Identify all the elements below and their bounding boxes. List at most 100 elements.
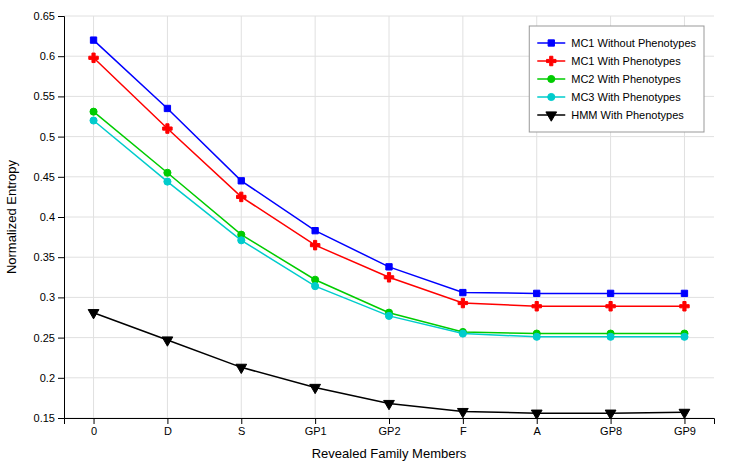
y-tick: 0.55 bbox=[34, 90, 64, 102]
x-tick: GP9 bbox=[674, 418, 696, 437]
point-marker bbox=[458, 298, 467, 307]
y-tick-mark bbox=[58, 257, 64, 258]
grid-line-x bbox=[93, 16, 94, 418]
legend-label: MC1 With Phenotypes bbox=[571, 55, 681, 67]
x-tick: S bbox=[238, 418, 245, 437]
x-axis-title: Revealed Family Members bbox=[312, 446, 467, 461]
y-tick-mark bbox=[58, 177, 64, 178]
legend-label: MC3 With Phenotypes bbox=[571, 91, 681, 103]
legend-box bbox=[529, 26, 704, 132]
x-axis-line bbox=[65, 419, 715, 425]
y-axis-title: Normalized Entropy bbox=[4, 159, 19, 274]
point-marker bbox=[162, 337, 173, 346]
x-tick-mark bbox=[315, 418, 316, 424]
x-tick-mark bbox=[389, 418, 390, 424]
y-axis: 0.150.20.250.30.350.40.450.50.550.60.65 bbox=[34, 10, 65, 424]
y-tick: 0.35 bbox=[34, 251, 64, 263]
y-tick: 0.4 bbox=[40, 211, 64, 223]
legend-label: MC2 With Phenotypes bbox=[571, 73, 681, 85]
series-markers bbox=[90, 37, 687, 297]
grid-line-x bbox=[167, 16, 168, 418]
legend-marker bbox=[546, 112, 557, 121]
legend-item: MC2 With Phenotypes bbox=[537, 73, 681, 85]
y-tick-mark bbox=[58, 137, 64, 138]
series-line bbox=[94, 121, 685, 337]
point-marker bbox=[457, 408, 468, 417]
legend-item: MC3 With Phenotypes bbox=[537, 91, 681, 103]
y-tick: 0.2 bbox=[40, 372, 64, 384]
y-tick-mark bbox=[58, 297, 64, 298]
y-tick: 0.15 bbox=[34, 412, 64, 424]
y-tick: 0.45 bbox=[34, 171, 64, 183]
legend-item: MC1 Without Phenotypes bbox=[537, 37, 696, 49]
x-axis: 0 D S GP1 GP2 F A GP8 GP9 bbox=[65, 418, 715, 437]
legend: MC1 Without Phenotypes MC1 With Phenotype… bbox=[529, 26, 704, 132]
point-marker bbox=[90, 108, 97, 115]
point-marker bbox=[90, 117, 97, 124]
point-marker bbox=[238, 237, 245, 244]
grid-line-x bbox=[241, 16, 242, 418]
y-tick-label: 0.65 bbox=[34, 10, 55, 22]
x-tick-label: F bbox=[460, 425, 467, 437]
x-tick: F bbox=[460, 418, 467, 437]
point-marker bbox=[531, 410, 542, 418]
y-tick: 0.5 bbox=[40, 131, 64, 143]
point-marker bbox=[384, 400, 395, 409]
point-marker bbox=[607, 290, 613, 296]
y-tick-mark bbox=[58, 217, 64, 218]
x-tick: GP8 bbox=[600, 418, 622, 437]
point-marker bbox=[312, 283, 319, 290]
y-tick-mark bbox=[58, 378, 64, 379]
y-tick-label: 0.45 bbox=[34, 171, 55, 183]
series-line bbox=[94, 40, 685, 293]
y-tick-label: 0.15 bbox=[34, 412, 55, 424]
x-tick-mark bbox=[94, 418, 95, 424]
y-tick: 0.3 bbox=[40, 291, 64, 303]
y-tick-mark bbox=[58, 418, 64, 419]
point-marker bbox=[607, 333, 614, 340]
y-tick-mark bbox=[58, 56, 64, 57]
y-tick-mark bbox=[58, 16, 64, 17]
x-tick: GP1 bbox=[305, 418, 327, 437]
y-tick-label: 0.5 bbox=[40, 131, 55, 143]
point-marker bbox=[532, 302, 541, 311]
x-tick-label: GP8 bbox=[600, 425, 622, 437]
legend-marker bbox=[548, 93, 555, 100]
point-marker bbox=[385, 312, 392, 319]
point-marker bbox=[310, 240, 319, 249]
grid bbox=[64, 16, 714, 418]
x-tick-mark bbox=[684, 418, 685, 424]
x-tick-label: A bbox=[534, 425, 542, 437]
grid-line-x bbox=[315, 16, 316, 418]
grid-line-x bbox=[462, 16, 463, 418]
point-marker bbox=[89, 53, 98, 62]
x-tick: 0 bbox=[91, 418, 97, 437]
point-marker bbox=[164, 178, 171, 185]
point-marker bbox=[605, 410, 616, 418]
legend-marker bbox=[548, 40, 554, 46]
point-marker bbox=[680, 302, 689, 311]
point-marker bbox=[679, 409, 690, 418]
x-tick: D bbox=[164, 418, 172, 437]
point-marker bbox=[88, 310, 99, 319]
x-tick-mark bbox=[241, 418, 242, 424]
legend-item: MC1 With Phenotypes bbox=[537, 55, 681, 67]
y-tick-mark bbox=[58, 96, 64, 97]
y-tick: 0.25 bbox=[34, 332, 64, 344]
y-tick-label: 0.25 bbox=[34, 332, 55, 344]
point-marker bbox=[534, 290, 540, 296]
y-tick-label: 0.4 bbox=[40, 211, 55, 223]
series-markers bbox=[90, 117, 688, 340]
grid-line-x bbox=[389, 16, 390, 418]
series-line bbox=[94, 313, 685, 414]
plot-area: 0 D S GP1 GP2 F A GP8 GP9 0.15 0.2 0.25 0.3 0.35 0.4 0.… bbox=[34, 10, 715, 437]
series-markers bbox=[88, 310, 690, 418]
x-tick-label: GP2 bbox=[378, 425, 400, 437]
x-tick: A bbox=[534, 418, 542, 437]
point-marker bbox=[533, 333, 540, 340]
series-line bbox=[94, 58, 685, 306]
series-group bbox=[88, 37, 690, 418]
chart-svg: 0 D S GP1 GP2 F A GP8 GP9 0.15 0.2 0.25 0.3 0.35 0.4 0.… bbox=[0, 0, 734, 468]
legend-label: MC1 Without Phenotypes bbox=[571, 37, 696, 49]
y-tick-label: 0.35 bbox=[34, 251, 55, 263]
